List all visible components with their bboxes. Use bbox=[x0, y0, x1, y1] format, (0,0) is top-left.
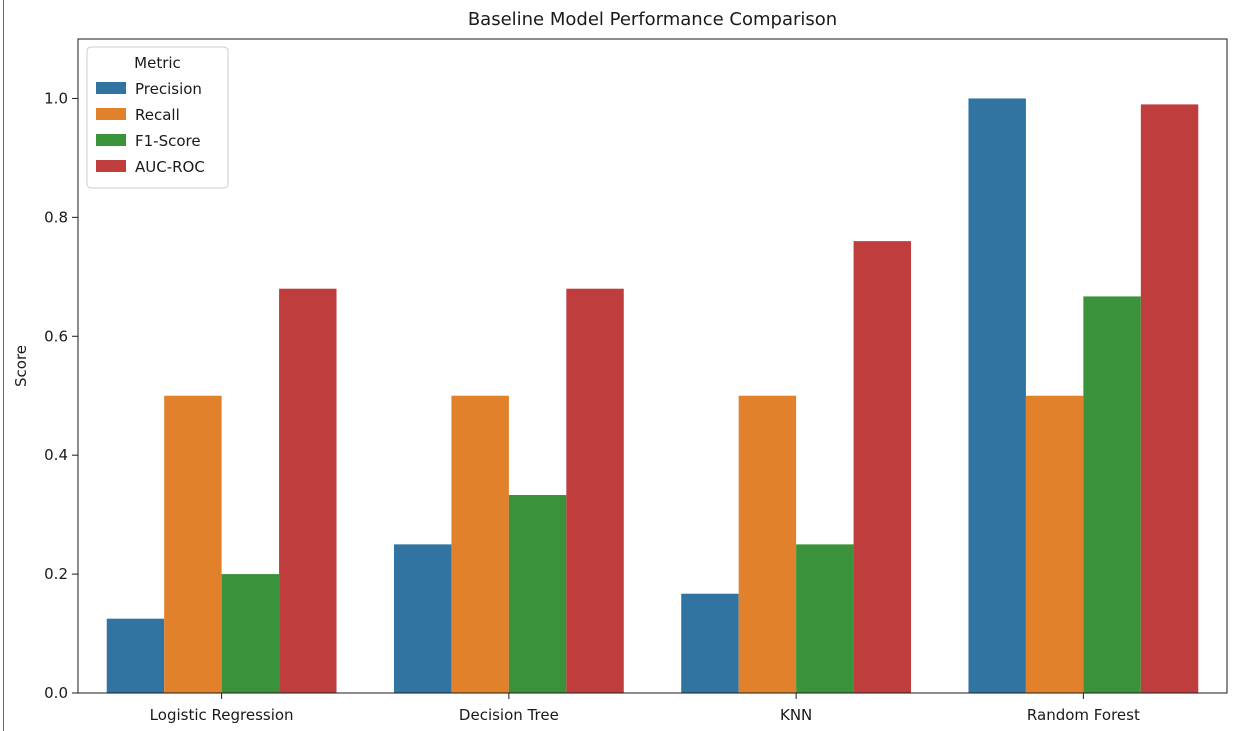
legend-swatch-recall bbox=[96, 108, 126, 120]
bar-recall-knn bbox=[738, 395, 797, 693]
legend-label-f1-score: F1-Score bbox=[135, 132, 201, 150]
y-tick-label: 0.6 bbox=[44, 327, 68, 345]
y-tick-label: 1.0 bbox=[44, 89, 68, 107]
bar-precision-random-forest bbox=[968, 98, 1026, 694]
figure-left-border bbox=[3, 0, 4, 731]
y-tick-label: 0.4 bbox=[44, 446, 68, 464]
bar-f1-score-decision-tree bbox=[508, 495, 567, 693]
y-axis-label: Score bbox=[12, 345, 30, 387]
plot-area-frame bbox=[77, 38, 1228, 694]
y-tick-label: 0.2 bbox=[44, 565, 68, 583]
axes-layer: 0.0 0.2 0.4 0.6 0.8 1.0 Logistic Regression Dec… bbox=[44, 38, 1228, 724]
bar-auc-roc-random-forest bbox=[1140, 104, 1199, 693]
x-tick-label: Decision Tree bbox=[459, 706, 559, 724]
legend-label-precision: Precision bbox=[135, 80, 202, 98]
bar-precision-logistic-regression bbox=[106, 618, 165, 693]
bar-auc-roc-decision-tree bbox=[566, 288, 624, 693]
chart-title: Baseline Model Performance Comparison bbox=[468, 9, 837, 30]
y-tick-label: 0.0 bbox=[44, 684, 68, 702]
legend-swatch-f1-score bbox=[96, 134, 126, 146]
legend-swatch-precision bbox=[96, 82, 126, 94]
bar-f1-score-logistic-regression bbox=[221, 574, 280, 693]
bar-auc-roc-logistic-regression bbox=[279, 288, 337, 693]
bar-recall-random-forest bbox=[1025, 395, 1084, 693]
x-tick-label: KNN bbox=[780, 706, 812, 724]
legend-title: Metric bbox=[134, 54, 181, 72]
y-tick-label: 0.8 bbox=[44, 208, 68, 226]
bar-recall-decision-tree bbox=[451, 395, 509, 693]
bar-precision-knn bbox=[681, 593, 739, 693]
legend-label-recall: Recall bbox=[135, 106, 180, 124]
x-tick-label: Logistic Regression bbox=[150, 706, 294, 724]
legend-swatch-auc-roc bbox=[96, 160, 126, 172]
bar-recall-logistic-regression bbox=[164, 395, 222, 693]
legend: Metric Precision Recall F1-Score AUC-ROC bbox=[86, 46, 229, 189]
legend-label-auc-roc: AUC-ROC bbox=[135, 158, 205, 176]
bar-f1-score-knn bbox=[796, 544, 854, 693]
x-tick-label: Random Forest bbox=[1027, 706, 1140, 724]
bar-precision-decision-tree bbox=[393, 544, 452, 693]
bar-f1-score-random-forest bbox=[1083, 296, 1141, 693]
bar-auc-roc-knn bbox=[853, 241, 912, 694]
bars-layer bbox=[106, 98, 1199, 694]
